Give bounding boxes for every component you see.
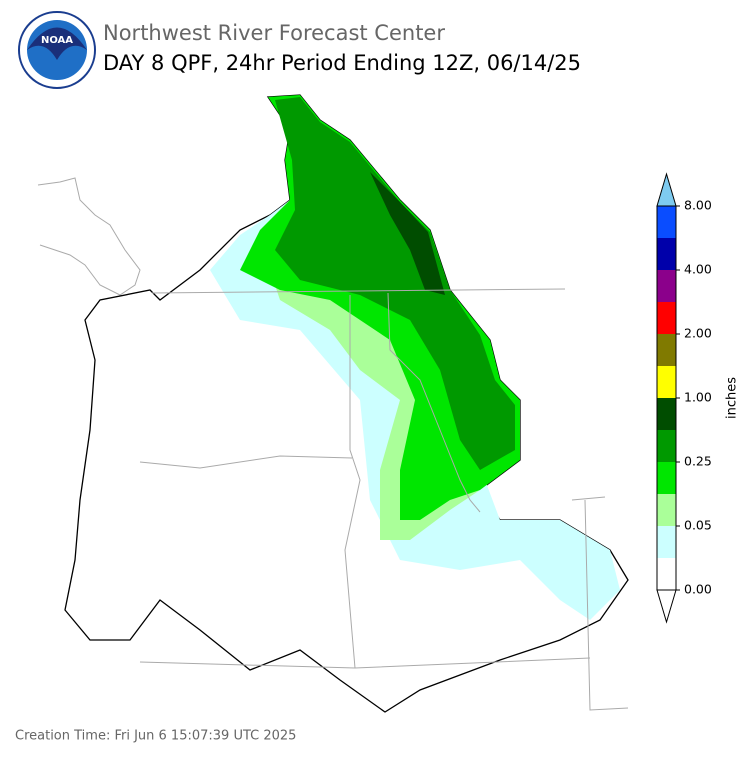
colorbar-box — [657, 302, 676, 334]
border-idaho-west — [344, 295, 361, 669]
colorbar-box — [657, 430, 676, 462]
border-wa-or — [139, 455, 353, 469]
map-title: DAY 8 QPF, 24hr Period Ending 12Z, 06/14… — [103, 51, 581, 75]
map — [37, 94, 629, 713]
agency-title: Northwest River Forecast Center — [103, 21, 445, 45]
precip-dark-green — [370, 172, 445, 295]
logo-bird — [27, 27, 87, 60]
colorbar-box — [657, 334, 676, 366]
colorbar-box — [657, 526, 676, 558]
border-idaho-montana — [387, 292, 481, 513]
colorbar-over — [656, 172, 677, 207]
colorbar-tick-label: 0.05 — [684, 518, 712, 533]
border-wyoming — [571, 496, 629, 711]
border-south — [139, 657, 591, 669]
colorbar-tick-label: 0.00 — [684, 582, 712, 597]
logo-text: NOAA — [41, 35, 73, 46]
colorbar-tick-label: 4.00 — [684, 262, 712, 277]
colorbar-box — [657, 462, 676, 494]
canada-coastline — [37, 177, 141, 296]
colorbar-box — [657, 366, 676, 398]
colorbar-box — [657, 494, 676, 526]
colorbar-tick-label: 0.25 — [684, 454, 712, 469]
colorbar-label: inches — [725, 377, 740, 419]
colorbar: inches 0.00 0.05 0.25 1.00 2.00 4.00 8.00 — [656, 172, 740, 624]
colorbar-box — [657, 270, 676, 302]
colorbar-tick-label: 8.00 — [684, 198, 712, 213]
precip-green — [275, 97, 515, 470]
colorbar-box — [657, 206, 676, 238]
colorbar-box — [657, 398, 676, 430]
noaa-logo: NOAA — [18, 11, 96, 89]
creation-time: Creation Time: Fri Jun 6 15:07:39 UTC 20… — [15, 729, 296, 744]
colorbar-box — [657, 558, 676, 590]
colorbar-box — [657, 238, 676, 270]
colorbar-tick-label: 2.00 — [684, 326, 712, 341]
border-canada — [151, 288, 566, 294]
colorbar-tick-label: 1.00 — [684, 390, 712, 405]
colorbar-under — [656, 589, 677, 624]
